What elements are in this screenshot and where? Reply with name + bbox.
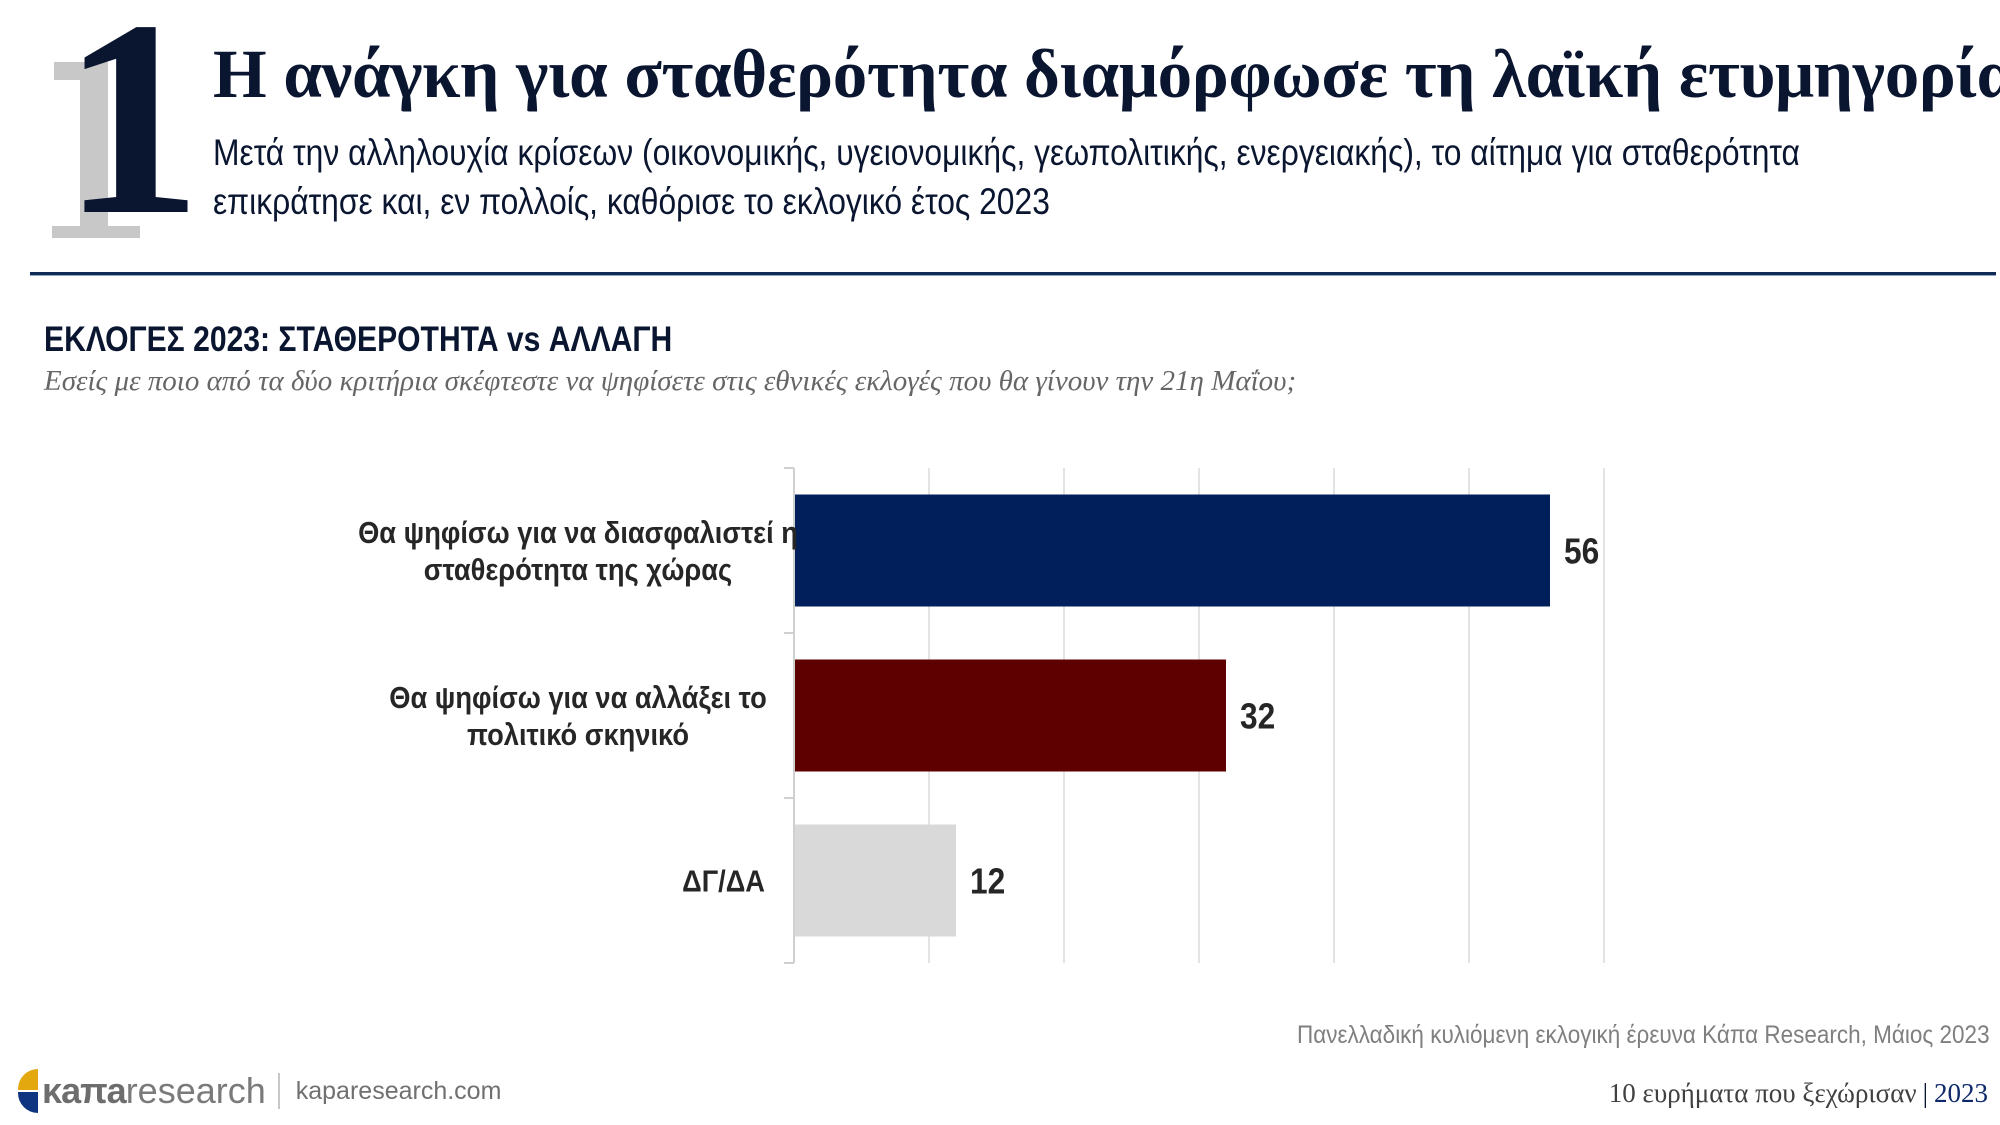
series-footer: 10 ευρήματα που ξεχώρισαν | 2023 [1609,1077,1988,1109]
bar [794,494,1550,607]
header-divider [30,272,1996,275]
subtitle-line-2: επικράτησε και, εν πολλοίς, καθόρισε το … [213,181,1050,222]
finding-number-glyph: 1 [62,0,202,260]
series-separator: | [1922,1078,1928,1108]
data-label: 32 [1240,697,1275,737]
bar [794,824,956,937]
category-label: πολιτικό σκηνικό [467,718,689,752]
page-title: Η ανάγκη για σταθερότητα διαμόρφωσε τη λ… [213,36,2000,112]
series-year: 2023 [1934,1078,1988,1108]
kapa-research-logo[interactable]: κaπa research kaparesearch.com [18,1068,501,1114]
category-label: ΔΓ/ΔΑ [682,865,765,899]
subtitle-line-1: Μετά την αλληλουχία κρίσεων (οικονομικής… [213,132,1800,173]
bar [794,659,1226,772]
series-label: 10 ευρήματα που ξεχώρισαν [1608,1078,1917,1108]
category-label: Θα ψηφίσω για να αλλάξει το [389,681,767,715]
finding-number-shadow-base [52,226,140,238]
axis-layer [784,467,795,964]
logo-mark-top [18,1069,38,1090]
survey-question: Εσείς με ποιο από τα δύο κριτήρια σκέφτε… [44,365,1297,397]
logo-divider [277,1073,280,1109]
finding-number-shadow-stem [80,62,108,230]
category-label: Θα ψηφίσω για να διασφαλιστεί η [358,516,798,550]
label-layer: 56 Θα ψηφίσω για να διασφαλιστεί ησταθερό… [358,516,1599,902]
category-label: σταθερότητα της χώρας [424,553,732,587]
finding-number: 1 [40,0,205,260]
source-note: Πανελλαδική κυλιόμενη εκλογική έρευνα Κά… [1297,1021,1990,1049]
logo-mark-icon [18,1069,38,1113]
bar-layer [794,494,1550,937]
logo-mark-bottom [18,1092,38,1113]
page-subtitle: Μετά την αλληλουχία κρίσεων (οικονομικής… [213,128,1800,226]
chart-title: ΕΚΛΟΓΕΣ 2023: ΣΤΑΘΕΡΟΤΗΤΑ vs ΑΛΛΑΓΗ [44,320,673,359]
logo-wordmark-kana: κaπa [42,1070,127,1111]
website-link[interactable]: kaparesearch.com [295,1076,502,1105]
data-label: 56 [1564,532,1599,572]
data-label: 12 [970,862,1005,902]
logo-wordmark-research: research [125,1070,266,1111]
